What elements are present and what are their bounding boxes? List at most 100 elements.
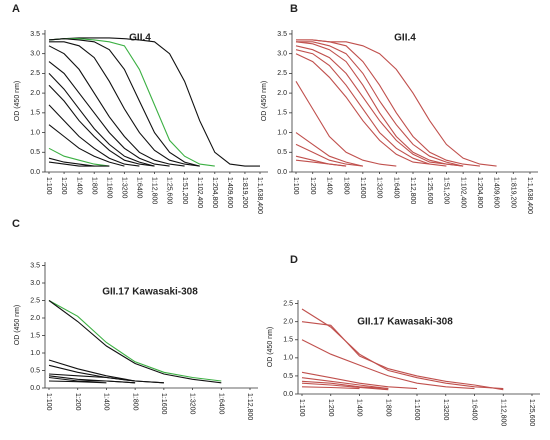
y-tick-label: 3.5: [277, 31, 287, 38]
x-tick-label: 1:12,800: [409, 177, 416, 204]
x-tick-label: 1:12,800: [151, 177, 158, 204]
x-tick-label: 1:100: [292, 177, 299, 195]
y-tick-label: 1.5: [30, 110, 40, 117]
x-tick-label: 1:800: [131, 393, 138, 411]
x-tick-label: 1:3200: [442, 399, 449, 421]
data-line: [48, 73, 155, 167]
data-line: [48, 380, 107, 384]
y-tick-label: 0.0: [283, 391, 293, 398]
y-tick-label: 2.5: [283, 300, 293, 307]
chart-title: GII.4: [394, 33, 416, 44]
x-tick-label: 1:409,600: [226, 177, 233, 208]
data-line: [296, 41, 464, 167]
y-tick-label: 0.5: [277, 149, 287, 156]
x-tick-label: 1:204,800: [211, 177, 218, 208]
x-tick-label: 1:12,800: [246, 393, 253, 420]
x-tick-label: 1:1600: [160, 393, 167, 415]
data-line: [295, 143, 363, 167]
y-axis-label: OD (450 nm): [14, 305, 21, 345]
x-tick-label: 1:6400: [471, 399, 478, 421]
chart-title: GII.4: [129, 33, 151, 44]
x-tick-label: 1:6400: [392, 177, 399, 199]
data-line: [295, 159, 347, 167]
y-axis-label: OD (450 nm): [14, 81, 21, 121]
x-tick-label: 1:102,400: [196, 177, 203, 208]
x-tick-label: 1:6400: [136, 177, 143, 199]
data-line: [48, 376, 136, 384]
x-tick-label: 1:25,600: [426, 177, 433, 204]
y-tick-label: 2.5: [30, 297, 40, 304]
panel-label: C: [12, 218, 20, 230]
y-tick-label: 3.5: [30, 262, 40, 269]
data-line: [301, 371, 418, 390]
x-tick-label: 1:200: [60, 177, 67, 195]
y-tick-label: 1.0: [283, 355, 293, 362]
x-tick-label: 1:102,400: [459, 177, 466, 208]
data-line: [48, 300, 222, 382]
data-line: [48, 84, 155, 167]
data-line: [295, 132, 364, 167]
data-line: [295, 49, 447, 167]
y-tick-label: 1.5: [277, 110, 287, 117]
data-line: [295, 81, 397, 167]
y-tick-label: 2.5: [277, 70, 287, 77]
x-tick-label: 1:51,200: [181, 177, 188, 204]
y-axis-label: OD (450 nm): [261, 81, 268, 121]
data-line: [295, 41, 464, 167]
data-line: [48, 104, 140, 167]
x-tick-label: 1:100: [45, 177, 52, 195]
x-tick-label: 1:1600: [359, 177, 366, 199]
y-tick-label: 3.0: [277, 51, 287, 58]
x-tick-label: 1:100: [45, 393, 52, 411]
x-tick-label: 1:100: [298, 399, 305, 417]
x-tick-label: 1:12,800: [499, 399, 506, 426]
y-tick-label: 0.5: [30, 367, 40, 374]
y-tick-label: 3.5: [30, 31, 40, 38]
data-line: [301, 321, 504, 391]
data-line: [296, 39, 497, 167]
chart-title: GII.17 Kawasaki-308: [102, 287, 198, 298]
x-tick-label: 1:51,200: [443, 177, 450, 204]
x-tick-label: 1:800: [342, 177, 349, 195]
data-line: [48, 38, 215, 167]
x-tick-label: 1:3200: [121, 177, 128, 199]
y-axis-label: OD (450 nm): [267, 327, 274, 367]
y-tick-label: 2.0: [277, 90, 287, 97]
x-tick-label: 1:3200: [376, 177, 383, 199]
x-tick-label: 1:800: [384, 399, 391, 417]
y-tick-label: 1.0: [30, 129, 40, 136]
y-tick-label: 0.0: [277, 169, 287, 176]
data-line: [301, 377, 389, 390]
x-tick-label: 1:819,200: [241, 177, 248, 208]
x-tick-label: 1:204,800: [476, 177, 483, 208]
data-line: [48, 38, 200, 167]
data-line: [295, 45, 464, 167]
x-tick-label: 1:3200: [189, 393, 196, 415]
x-tick-label: 1:1,638,400: [526, 177, 533, 214]
x-tick-label: 1:1600: [413, 399, 420, 421]
data-line: [48, 37, 260, 167]
x-tick-label: 1:400: [326, 177, 333, 195]
y-tick-label: 3.0: [30, 280, 40, 287]
x-tick-label: 1:200: [74, 393, 81, 411]
data-line: [301, 339, 475, 390]
x-tick-label: 1:200: [327, 399, 334, 417]
y-tick-label: 0.5: [283, 373, 293, 380]
data-line: [48, 157, 110, 167]
y-tick-label: 1.5: [283, 337, 293, 344]
data-line: [301, 380, 389, 390]
data-line: [301, 308, 504, 390]
y-tick-label: 0.5: [30, 149, 40, 156]
data-line: [301, 386, 360, 390]
panel-label: A: [12, 3, 20, 15]
data-line: [48, 300, 222, 384]
x-tick-label: 1:200: [309, 177, 316, 195]
data-line: [301, 382, 389, 391]
y-tick-label: 2.0: [30, 315, 40, 322]
y-tick-label: 0.0: [30, 169, 40, 176]
x-tick-label: 1:400: [356, 399, 363, 417]
chart-title: GII.17 Kawasaki-308: [357, 317, 453, 328]
data-line: [48, 373, 164, 384]
data-line: [48, 45, 185, 167]
